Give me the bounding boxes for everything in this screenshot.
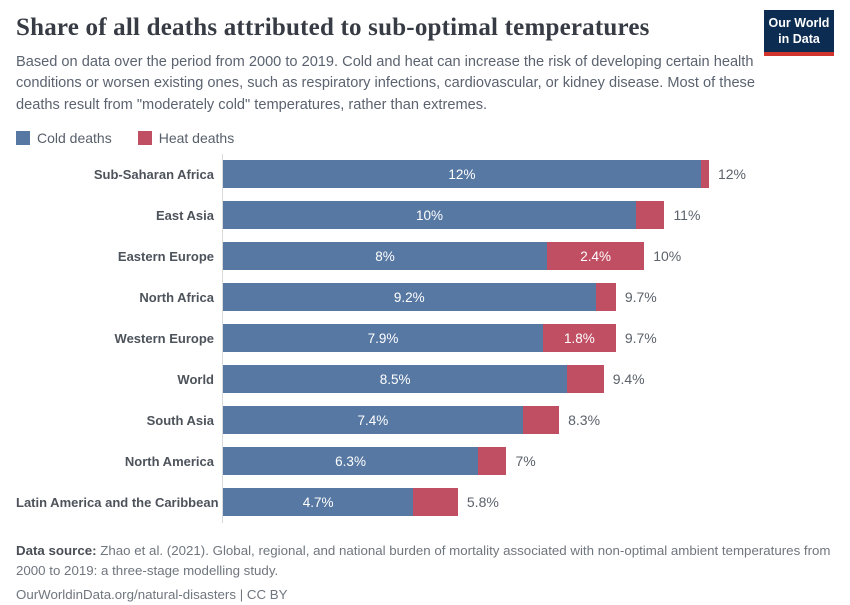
category-label: World <box>177 371 214 387</box>
heat-bar-segment <box>478 447 507 476</box>
chart-title: Share of all deaths attributed to sub-op… <box>16 14 650 41</box>
chart-row: North America 6.3% 7% <box>16 440 834 482</box>
owid-logo[interactable]: Our World in Data <box>764 10 834 57</box>
owid-logo-line2: in Data <box>778 31 820 46</box>
bar-stack: 12% 12% <box>222 153 834 195</box>
chart-row: North Africa 9.2% 9.7% <box>16 276 834 318</box>
cold-bar-segment: 12% <box>223 160 701 189</box>
chart-row: East Asia 10% 11% <box>16 194 834 236</box>
chart-row: Sub-Saharan Africa 12% 12% <box>16 153 834 195</box>
chart-legend: Cold deaths Heat deaths <box>16 130 834 146</box>
category-label: Western Europe <box>114 330 214 346</box>
total-value-label: 11% <box>673 207 701 224</box>
legend-item-heat-deaths: Heat deaths <box>137 129 235 146</box>
total-value-label: 5.8% <box>466 494 499 511</box>
bar-stack: 7.9% 1.8% 9.7% <box>222 317 834 359</box>
category-label: North America <box>124 453 214 469</box>
bar-stack: 10% 11% <box>222 194 834 236</box>
bar-stack: 9.2% 9.7% <box>222 276 834 318</box>
cold-value-label: 7.9% <box>367 330 399 346</box>
heat-bar-segment: 2.4% <box>547 242 645 271</box>
total-value-label: 9.7% <box>624 330 657 347</box>
heat-bar-segment <box>595 283 616 312</box>
heat-bar-segment <box>567 365 604 394</box>
chart-row: World 8.5% 9.4% <box>16 358 834 400</box>
category-label: Sub-Saharan Africa <box>93 166 214 182</box>
total-value-label: 9.7% <box>624 289 657 306</box>
legend-swatch-icon <box>16 130 30 145</box>
total-value-label: 10% <box>653 248 682 265</box>
owid-logo-line1: Our World <box>768 16 830 30</box>
cold-bar-segment: 8% <box>223 242 547 271</box>
total-value-label: 7% <box>515 453 536 470</box>
chart-row: Latin America and the Caribbean 4.7% 5.8% <box>16 481 834 523</box>
bar-stack: 8.5% 9.4% <box>222 358 834 400</box>
cold-value-label: 8% <box>375 248 395 264</box>
heat-bar-segment <box>700 160 709 189</box>
chart-row: Eastern Europe 8% 2.4% 10% <box>16 235 834 277</box>
cold-bar-segment: 6.3% <box>223 447 479 476</box>
license-text: CC BY <box>246 586 288 602</box>
cold-value-label: 6.3% <box>335 453 366 469</box>
data-source-text: Zhao et al. (2021). Global, regional, an… <box>16 542 831 578</box>
footer-separator: | <box>239 586 244 602</box>
footer-attribution: OurWorldinData.org/natural-disasters | C… <box>16 585 834 605</box>
heat-bar-segment <box>636 201 665 230</box>
cold-bar-segment: 7.4% <box>223 406 523 435</box>
chart-subtitle: Based on data over the period from 2000 … <box>16 54 755 113</box>
heat-bar-segment <box>522 406 560 435</box>
cold-bar-segment: 4.7% <box>223 488 414 517</box>
heat-value-label: 2.4% <box>580 248 611 264</box>
cold-value-label: 4.7% <box>302 494 334 510</box>
cold-value-label: 9.2% <box>393 289 425 305</box>
bar-stack: 8% 2.4% 10% <box>222 235 834 277</box>
category-label: North Africa <box>139 289 214 305</box>
cold-value-label: 10% <box>416 207 444 223</box>
cold-value-label: 7.4% <box>357 412 389 428</box>
cold-bar-segment: 9.2% <box>223 283 596 312</box>
data-source-label: Data source: <box>16 542 97 558</box>
bar-stack: 7.4% 8.3% <box>222 399 834 441</box>
data-source-line: Data source: Zhao et al. (2021). Global,… <box>16 541 834 581</box>
chart-row: South Asia 7.4% 8.3% <box>16 399 834 441</box>
total-value-label: 9.4% <box>612 371 645 388</box>
chart-footer: Data source: Zhao et al. (2021). Global,… <box>16 541 834 605</box>
legend-label: Cold deaths <box>37 129 112 146</box>
chart-row: Western Europe 7.9% 1.8% 9.7% <box>16 317 834 359</box>
category-label: East Asia <box>155 207 214 223</box>
total-value-label: 8.3% <box>568 412 601 429</box>
category-label: Latin America and the Caribbean <box>16 494 219 510</box>
cold-bar-segment: 8.5% <box>223 365 568 394</box>
owid-url-link[interactable]: OurWorldinData.org/natural-disasters <box>16 586 236 602</box>
category-label: Eastern Europe <box>117 248 214 264</box>
bar-chart: Sub-Saharan Africa 12% 12% East Asia 10% 11% E… <box>16 153 834 523</box>
cold-value-label: 8.5% <box>379 371 411 387</box>
heat-bar-segment <box>413 488 458 517</box>
cold-bar-segment: 7.9% <box>223 324 543 353</box>
legend-label: Heat deaths <box>158 129 235 146</box>
cold-bar-segment: 10% <box>223 201 637 230</box>
bar-stack: 6.3% 7% <box>222 440 834 482</box>
bar-stack: 4.7% 5.8% <box>222 481 834 523</box>
total-value-label: 12% <box>717 166 747 183</box>
cold-value-label: 12% <box>448 166 476 182</box>
legend-item-cold-deaths: Cold deaths <box>16 130 112 146</box>
heat-value-label: 1.8% <box>563 330 595 346</box>
heat-bar-segment: 1.8% <box>542 324 616 353</box>
category-label: South Asia <box>146 412 214 428</box>
legend-swatch-icon <box>137 130 152 145</box>
